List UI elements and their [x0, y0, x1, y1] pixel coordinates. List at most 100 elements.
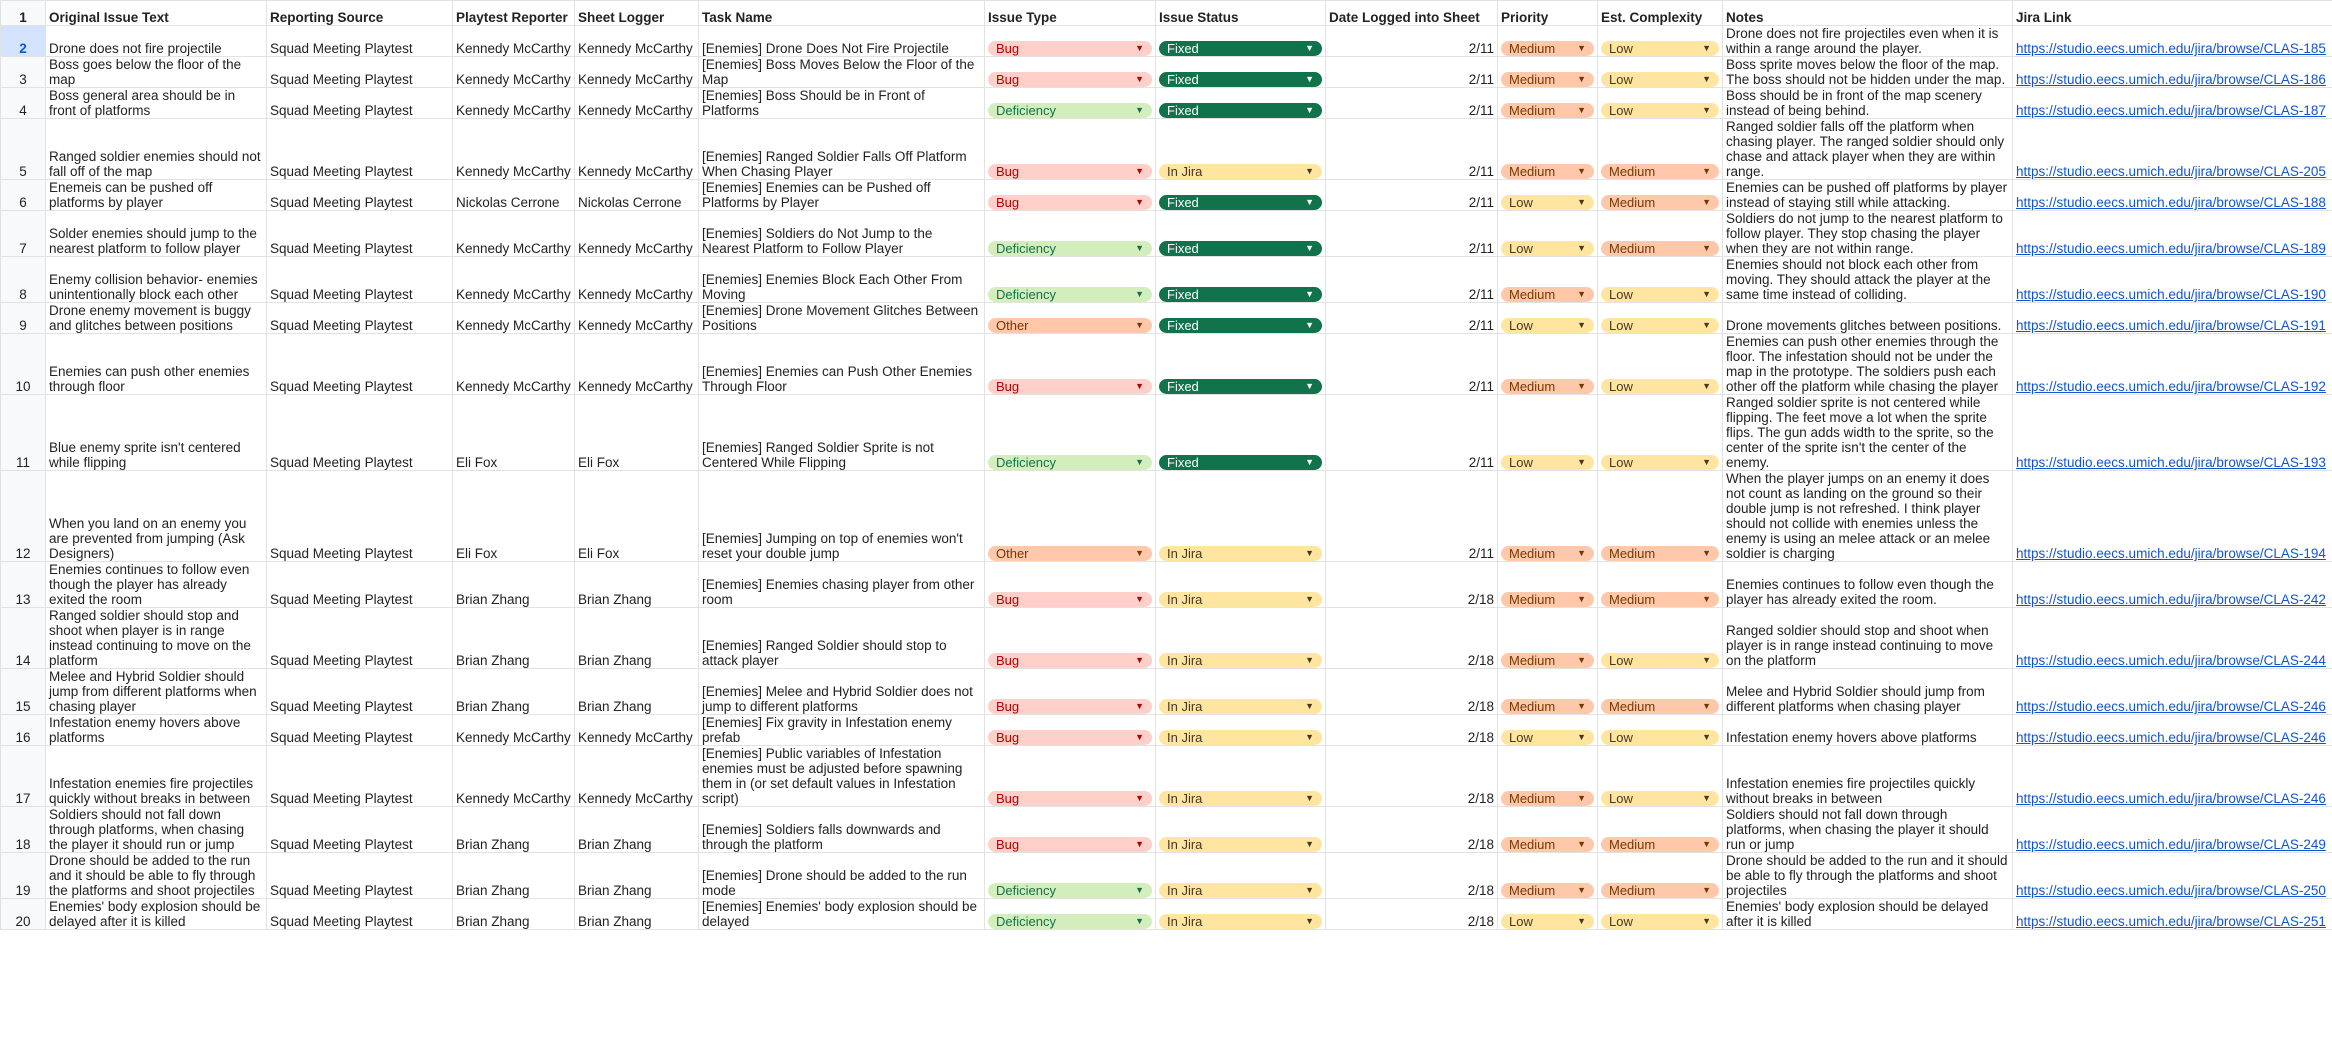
cell-jira-link[interactable]: https://studio.eecs.umich.edu/jira/brows… [2012, 256, 2332, 303]
row-number[interactable]: 9 [0, 302, 46, 334]
priority-dropdown[interactable]: Medium ▼ [1501, 72, 1594, 87]
cell-notes[interactable]: Enemies continues to follow even though … [1722, 561, 2013, 608]
cell-reporting-source[interactable]: Squad Meeting Playtest [266, 394, 453, 471]
cell-original-issue-text[interactable]: Drone enemy movement is buggy and glitch… [45, 302, 267, 334]
dropdown-arrow-icon[interactable]: ▼ [1577, 793, 1586, 803]
cell-reporting-source[interactable]: Squad Meeting Playtest [266, 256, 453, 303]
issue-type-dropdown[interactable]: Bug ▼ [988, 195, 1152, 210]
priority-dropdown[interactable]: Medium ▼ [1501, 883, 1594, 898]
row-number[interactable]: 20 [0, 898, 46, 930]
cell-issue-status[interactable]: In Jira ▼ [1155, 745, 1326, 807]
dropdown-arrow-icon[interactable]: ▼ [1702, 197, 1711, 207]
cell-playtest-reporter[interactable]: Kennedy McCarthy [452, 118, 575, 180]
cell-notes[interactable]: Boss sprite moves below the floor of the… [1722, 56, 2013, 88]
issue-status-dropdown[interactable]: Fixed ▼ [1159, 318, 1322, 333]
cell-jira-link[interactable]: https://studio.eecs.umich.edu/jira/brows… [2012, 898, 2332, 930]
cell-sheet-logger[interactable]: Kennedy McCarthy [574, 87, 699, 119]
cell-reporting-source[interactable]: Squad Meeting Playtest [266, 210, 453, 257]
cell-task-name[interactable]: [Enemies] Fix gravity in Infestation ene… [698, 714, 985, 746]
cell-date-logged[interactable]: 2/18 [1325, 852, 1498, 899]
cell-playtest-reporter[interactable]: Kennedy McCarthy [452, 302, 575, 334]
cell-date-logged[interactable]: 2/18 [1325, 668, 1498, 715]
jira-link[interactable]: https://studio.eecs.umich.edu/jira/brows… [2016, 379, 2326, 394]
dropdown-arrow-icon[interactable]: ▼ [1702, 320, 1711, 330]
issue-status-dropdown[interactable]: Fixed ▼ [1159, 287, 1322, 302]
cell-priority[interactable]: Medium ▼ [1497, 607, 1598, 669]
jira-link[interactable]: https://studio.eecs.umich.edu/jira/brows… [2016, 883, 2326, 898]
cell-original-issue-text[interactable]: Melee and Hybrid Soldier should jump fro… [45, 668, 267, 715]
cell-task-name[interactable]: [Enemies] Drone Does Not Fire Projectile [698, 25, 985, 57]
dropdown-arrow-icon[interactable]: ▼ [1577, 594, 1586, 604]
cell-issue-status[interactable]: Fixed ▼ [1155, 256, 1326, 303]
cell-issue-status[interactable]: In Jira ▼ [1155, 561, 1326, 608]
jira-link[interactable]: https://studio.eecs.umich.edu/jira/brows… [2016, 455, 2326, 470]
issue-type-dropdown[interactable]: Bug ▼ [988, 41, 1152, 56]
priority-dropdown[interactable]: Low ▼ [1501, 730, 1594, 745]
issue-status-dropdown[interactable]: In Jira ▼ [1159, 164, 1322, 179]
dropdown-arrow-icon[interactable]: ▼ [1135, 655, 1144, 665]
jira-link[interactable]: https://studio.eecs.umich.edu/jira/brows… [2016, 730, 2326, 745]
complexity-dropdown[interactable]: Low ▼ [1601, 41, 1719, 56]
cell-playtest-reporter[interactable]: Kennedy McCarthy [452, 210, 575, 257]
cell-priority[interactable]: Medium ▼ [1497, 25, 1598, 57]
dropdown-arrow-icon[interactable]: ▼ [1135, 74, 1144, 84]
cell-playtest-reporter[interactable]: Kennedy McCarthy [452, 56, 575, 88]
cell-date-logged[interactable]: 2/11 [1325, 394, 1498, 471]
issue-type-dropdown[interactable]: Deficiency ▼ [988, 241, 1152, 256]
cell-reporting-source[interactable]: Squad Meeting Playtest [266, 470, 453, 562]
cell-issue-type[interactable]: Deficiency ▼ [984, 852, 1156, 899]
cell-original-issue-text[interactable]: Enemies continues to follow even though … [45, 561, 267, 608]
dropdown-arrow-icon[interactable]: ▼ [1305, 701, 1314, 711]
priority-dropdown[interactable]: Medium ▼ [1501, 164, 1594, 179]
complexity-dropdown[interactable]: Medium ▼ [1601, 883, 1719, 898]
cell-original-issue-text[interactable]: Boss goes below the floor of the map [45, 56, 267, 88]
priority-dropdown[interactable]: Medium ▼ [1501, 699, 1594, 714]
cell-complexity[interactable]: Low ▼ [1597, 898, 1723, 930]
priority-dropdown[interactable]: Medium ▼ [1501, 592, 1594, 607]
priority-dropdown[interactable]: Low ▼ [1501, 455, 1594, 470]
row-number[interactable]: 10 [0, 333, 46, 395]
issue-status-dropdown[interactable]: In Jira ▼ [1159, 730, 1322, 745]
cell-reporting-source[interactable]: Squad Meeting Playtest [266, 714, 453, 746]
cell-issue-status[interactable]: Fixed ▼ [1155, 25, 1326, 57]
cell-date-logged[interactable]: 2/18 [1325, 745, 1498, 807]
cell-notes[interactable]: Soldiers do not jump to the nearest plat… [1722, 210, 2013, 257]
jira-link[interactable]: https://studio.eecs.umich.edu/jira/brows… [2016, 72, 2326, 87]
row-number[interactable]: 7 [0, 210, 46, 257]
cell-sheet-logger[interactable]: Kennedy McCarthy [574, 210, 699, 257]
cell-task-name[interactable]: [Enemies] Enemies Block Each Other From … [698, 256, 985, 303]
jira-link[interactable]: https://studio.eecs.umich.edu/jira/brows… [2016, 699, 2326, 714]
dropdown-arrow-icon[interactable]: ▼ [1135, 885, 1144, 895]
issue-status-dropdown[interactable]: In Jira ▼ [1159, 883, 1322, 898]
cell-issue-type[interactable]: Bug ▼ [984, 333, 1156, 395]
dropdown-arrow-icon[interactable]: ▼ [1305, 548, 1314, 558]
dropdown-arrow-icon[interactable]: ▼ [1577, 74, 1586, 84]
complexity-dropdown[interactable]: Low ▼ [1601, 103, 1719, 118]
cell-complexity[interactable]: Low ▼ [1597, 87, 1723, 119]
row-number[interactable]: 11 [0, 394, 46, 471]
cell-date-logged[interactable]: 2/11 [1325, 179, 1498, 211]
dropdown-arrow-icon[interactable]: ▼ [1305, 320, 1314, 330]
cell-reporting-source[interactable]: Squad Meeting Playtest [266, 561, 453, 608]
cell-sheet-logger[interactable]: Kennedy McCarthy [574, 714, 699, 746]
cell-jira-link[interactable]: https://studio.eecs.umich.edu/jira/brows… [2012, 179, 2332, 211]
cell-reporting-source[interactable]: Squad Meeting Playtest [266, 87, 453, 119]
cell-issue-type[interactable]: Bug ▼ [984, 118, 1156, 180]
row-number[interactable]: 8 [0, 256, 46, 303]
cell-original-issue-text[interactable]: Ranged soldier enemies should not fall o… [45, 118, 267, 180]
cell-notes[interactable]: Enemies can push other enemies through t… [1722, 333, 2013, 395]
issue-status-dropdown[interactable]: In Jira ▼ [1159, 791, 1322, 806]
cell-issue-status[interactable]: In Jira ▼ [1155, 607, 1326, 669]
cell-sheet-logger[interactable]: Brian Zhang [574, 806, 699, 853]
cell-original-issue-text[interactable]: Solder enemies should jump to the neares… [45, 210, 267, 257]
dropdown-arrow-icon[interactable]: ▼ [1135, 166, 1144, 176]
dropdown-arrow-icon[interactable]: ▼ [1305, 916, 1314, 926]
jira-link[interactable]: https://studio.eecs.umich.edu/jira/brows… [2016, 837, 2326, 852]
cell-task-name[interactable]: [Enemies] Enemies chasing player from ot… [698, 561, 985, 608]
cell-jira-link[interactable]: https://studio.eecs.umich.edu/jira/brows… [2012, 25, 2332, 57]
priority-dropdown[interactable]: Low ▼ [1501, 241, 1594, 256]
cell-task-name[interactable]: [Enemies] Enemies' body explosion should… [698, 898, 985, 930]
column-header-reporting-source[interactable]: Reporting Source [266, 0, 453, 26]
complexity-dropdown[interactable]: Medium ▼ [1601, 546, 1719, 561]
cell-playtest-reporter[interactable]: Kennedy McCarthy [452, 745, 575, 807]
